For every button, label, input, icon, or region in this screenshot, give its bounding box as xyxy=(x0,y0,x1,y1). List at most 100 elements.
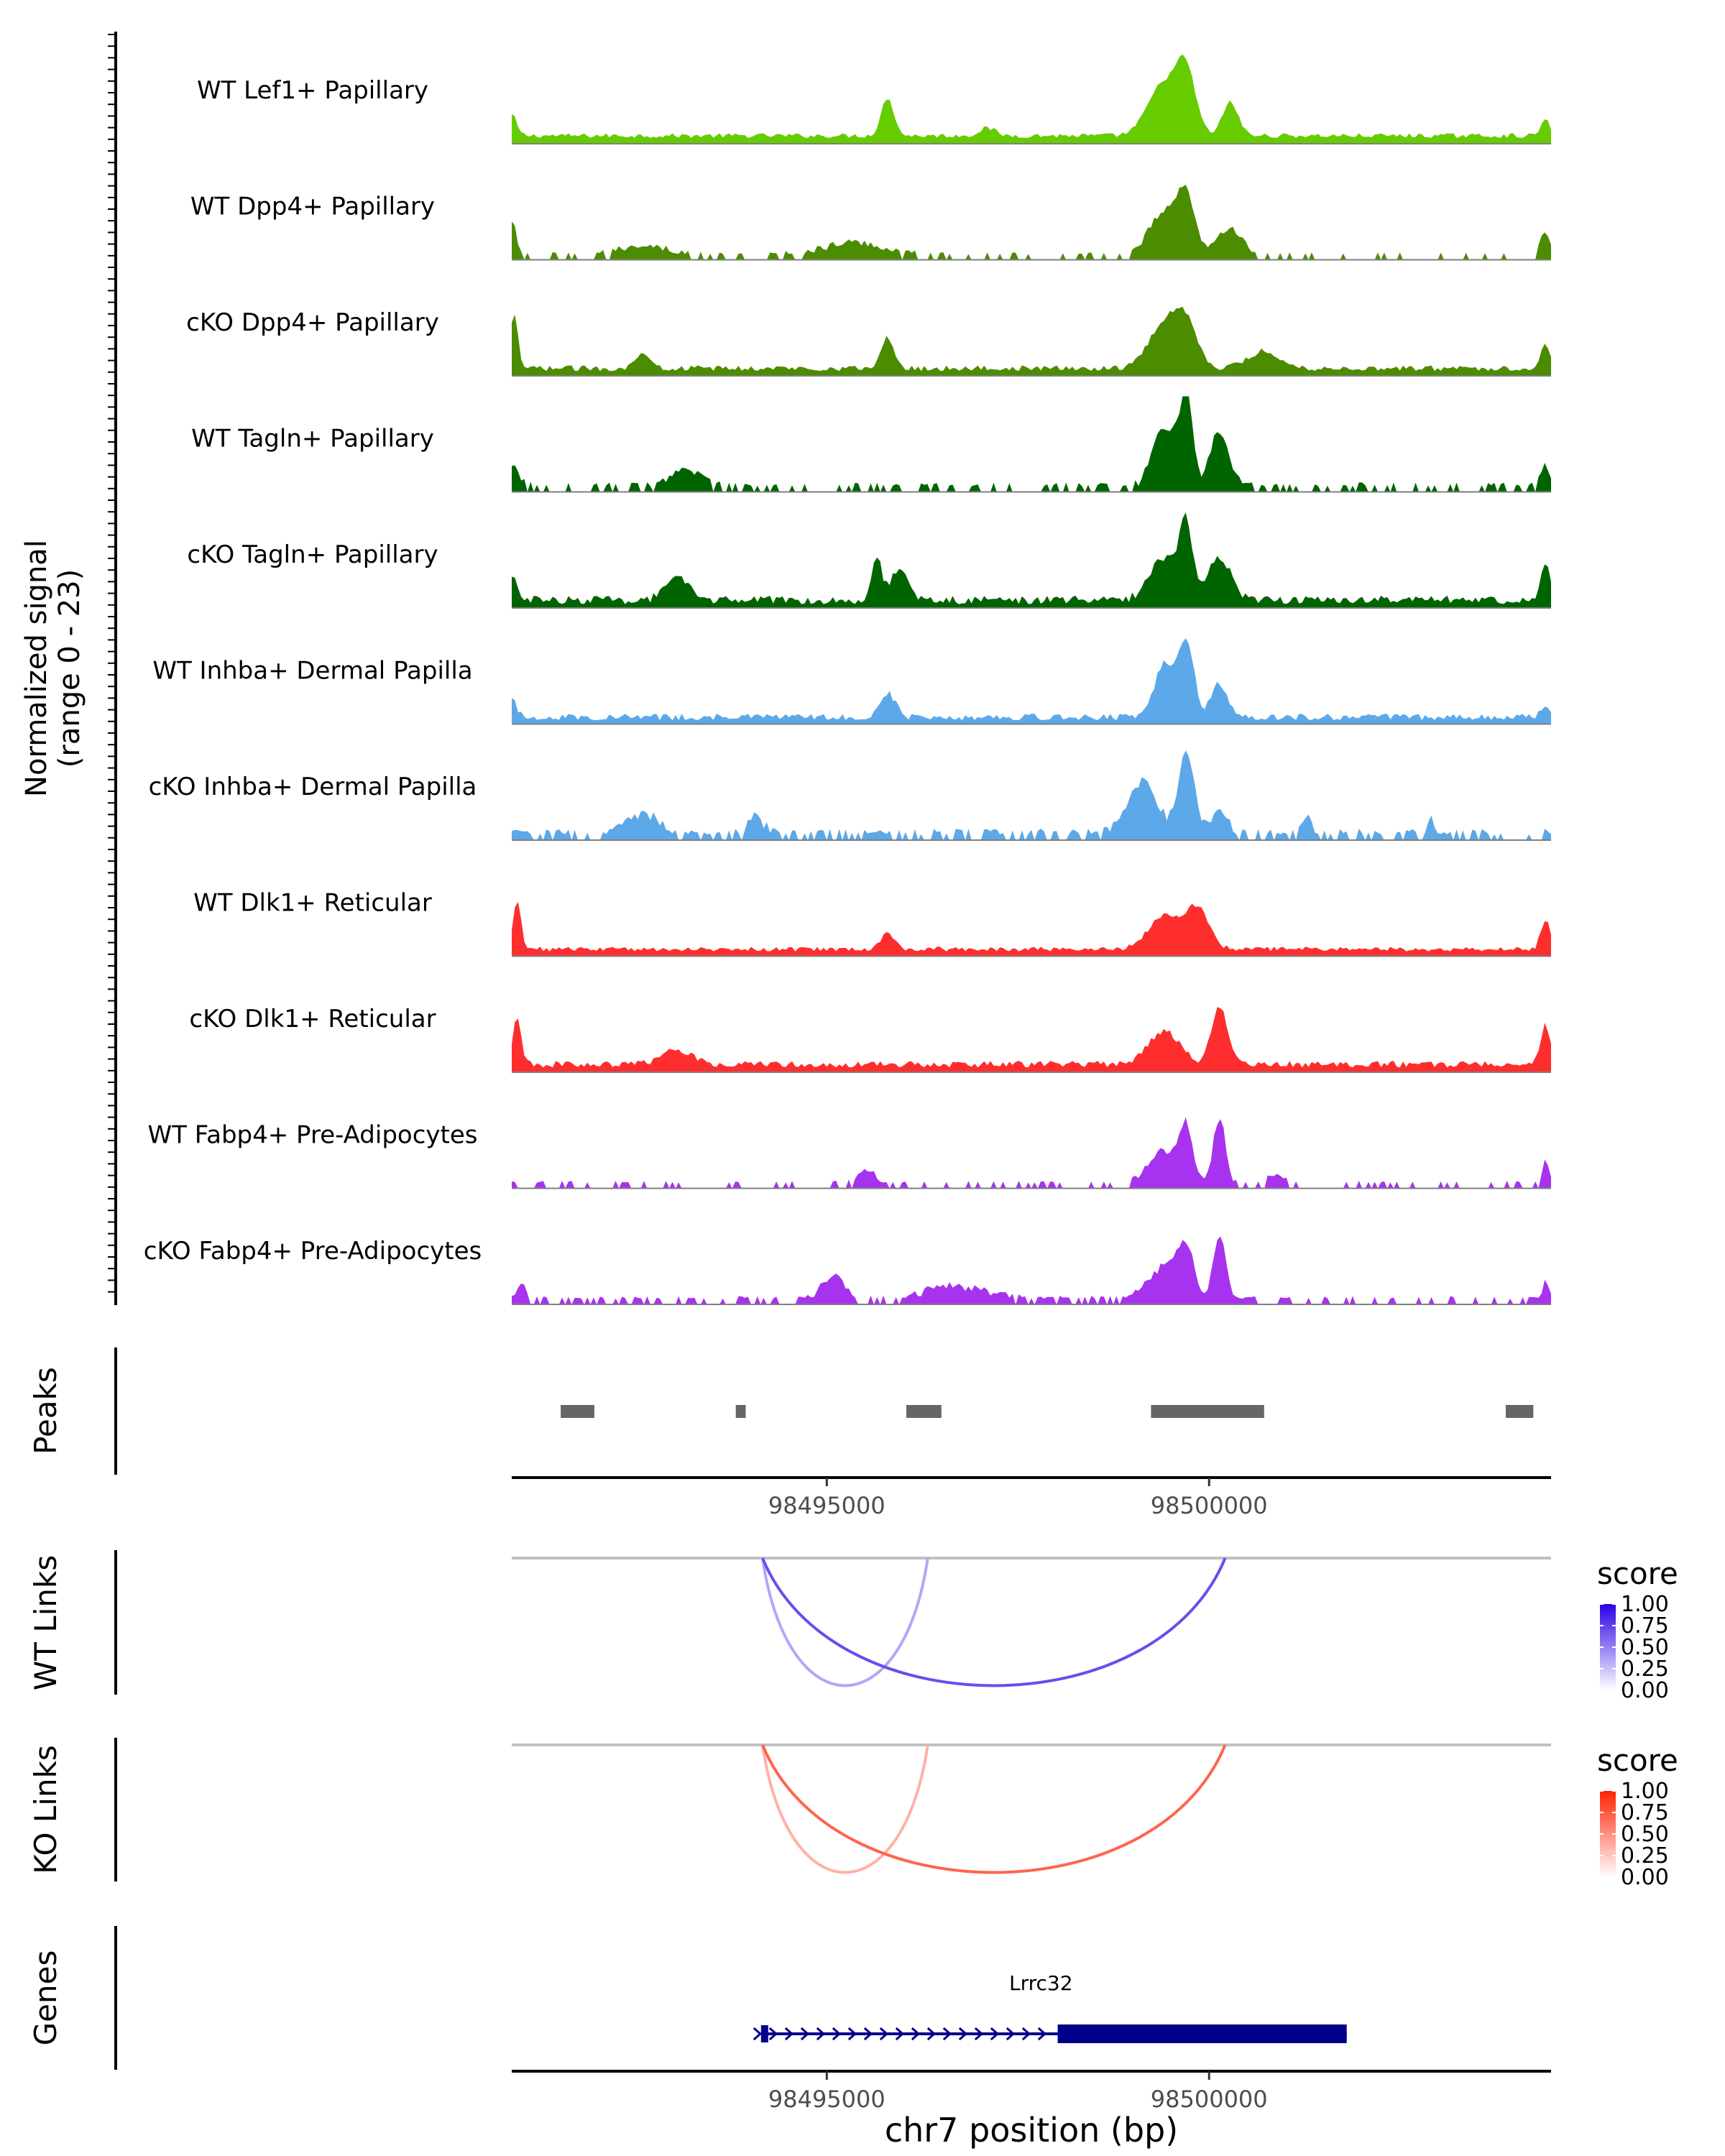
link-arc xyxy=(761,1744,1227,1874)
track-label: cKO Dpp4+ Papillary xyxy=(186,308,439,337)
peaks-x-axis: 98495000 98500000 xyxy=(768,1478,1268,1519)
wt-link-arcs xyxy=(760,1557,1227,1687)
gene-exon xyxy=(760,2025,768,2042)
legend-tick-label: 1.00 xyxy=(1621,1592,1669,1617)
legend-title: score xyxy=(1597,1743,1678,1778)
track-label: WT Dlk1+ Reticular xyxy=(193,889,432,918)
legend-tick-label: 0.50 xyxy=(1621,1635,1669,1660)
peaks-label: Peaks xyxy=(28,1367,63,1455)
strand-arrow xyxy=(768,2027,778,2041)
legend-colorbar xyxy=(1600,1791,1616,1877)
coverage-area xyxy=(512,1007,1551,1072)
coverage-area xyxy=(512,901,1551,957)
track-label: WT Dpp4+ Papillary xyxy=(190,193,435,221)
legend-tick-label: 0.25 xyxy=(1621,1657,1669,1682)
coverage-area xyxy=(512,512,1551,608)
coverage-area xyxy=(512,638,1551,724)
strand-arrow xyxy=(832,2027,842,2041)
x-axis-tick-label: 98495000 xyxy=(768,2086,886,2113)
ko-links-label: KO Links xyxy=(28,1745,63,1874)
strand-arrow xyxy=(800,2027,810,2041)
legend-tick-label: 0.75 xyxy=(1621,1613,1669,1639)
track-label: WT Inhba+ Dermal Papilla xyxy=(152,657,472,686)
coverage-track: cKO Fabp4+ Pre-Adipocytes xyxy=(144,1236,1551,1305)
coverage-area xyxy=(512,750,1551,840)
gene-name: Lrrc32 xyxy=(1009,1971,1073,1995)
coverage-track: WT Fabp4+ Pre-Adipocytes xyxy=(148,1117,1551,1189)
legend-colorbar xyxy=(1600,1604,1616,1690)
strand-arrow xyxy=(895,2027,905,2041)
coverage-track: WT Lef1+ Papillary xyxy=(197,54,1551,144)
legend-title: score xyxy=(1597,1556,1678,1591)
coverage-track: cKO Inhba+ Dermal Papilla xyxy=(149,750,1551,841)
strand-arrow xyxy=(1021,2027,1031,2041)
signal-axis-label-line1: Normalized signal xyxy=(20,540,53,797)
signal-axis-ticks xyxy=(108,34,116,1293)
coverage-area xyxy=(512,184,1551,260)
legend-tick-label: 0.00 xyxy=(1621,1865,1669,1890)
track-label: WT Tagln+ Papillary xyxy=(191,425,434,453)
legend-tick-label: 0.00 xyxy=(1621,1678,1669,1703)
link-arc xyxy=(760,1744,929,1874)
coverage-track: WT Dlk1+ Reticular xyxy=(193,889,1551,957)
strand-arrow xyxy=(958,2027,968,2041)
link-arc xyxy=(760,1557,929,1687)
strand-arrow xyxy=(942,2027,952,2041)
track-label: WT Fabp4+ Pre-Adipocytes xyxy=(148,1121,478,1150)
strand-arrow xyxy=(879,2027,889,2041)
coverage-track: cKO Dlk1+ Reticular xyxy=(189,1005,1551,1073)
x-axis-tick-label: 98500000 xyxy=(1151,2086,1268,2113)
coverage-track: cKO Dpp4+ Papillary xyxy=(186,306,1551,377)
strand-arrow xyxy=(911,2027,921,2041)
legend-tick-label: 1.00 xyxy=(1621,1779,1669,1804)
coverage-track: WT Inhba+ Dermal Papilla xyxy=(152,638,1551,725)
strand-arrow xyxy=(1006,2027,1016,2041)
strand-arrow xyxy=(753,2027,763,2041)
peak-interval xyxy=(1151,1405,1264,1418)
coverage-track: WT Dpp4+ Papillary xyxy=(190,184,1551,261)
track-label: cKO Fabp4+ Pre-Adipocytes xyxy=(144,1237,482,1266)
track-label: cKO Tagln+ Papillary xyxy=(187,540,438,569)
strand-arrow xyxy=(926,2027,937,2041)
strand-arrow xyxy=(847,2027,857,2041)
ko-link-arcs xyxy=(760,1744,1227,1874)
legend-tick-label: 0.50 xyxy=(1621,1822,1669,1847)
x-axis-title: chr7 position (bp) xyxy=(885,2111,1178,2150)
coverage-area xyxy=(512,306,1551,376)
coverage-area xyxy=(512,54,1551,144)
strand-arrow xyxy=(863,2027,873,2041)
coverage-area xyxy=(512,1117,1551,1189)
strand-arrow xyxy=(784,2027,794,2041)
peak-intervals xyxy=(561,1405,1534,1418)
legend-tick-label: 0.25 xyxy=(1621,1843,1669,1869)
track-label: cKO Dlk1+ Reticular xyxy=(189,1005,436,1033)
signal-axis-label: Normalized signal (range 0 - 23) xyxy=(20,540,86,797)
signal-axis-label-line2: (range 0 - 23) xyxy=(53,569,86,768)
genes-label: Genes xyxy=(28,1950,63,2046)
coverage-track: WT Tagln+ Papillary xyxy=(191,396,1551,493)
strand-arrow xyxy=(1037,2027,1047,2041)
gene-coding-block xyxy=(1057,2024,1347,2043)
track-label: WT Lef1+ Papillary xyxy=(197,76,428,105)
track-label: cKO Inhba+ Dermal Papilla xyxy=(149,773,477,801)
strand-arrow xyxy=(974,2027,984,2041)
strand-arrow xyxy=(990,2027,1000,2041)
coverage-tracks: WT Lef1+ Papillary WT Dpp4+ Papillary cKO … xyxy=(144,54,1551,1305)
x-axis-tick-label: 98495000 xyxy=(768,1492,886,1519)
x-axis-tick-label: 98500000 xyxy=(1151,1492,1268,1519)
peak-interval xyxy=(561,1405,594,1418)
gene-models: Lrrc32 xyxy=(753,1971,1347,2043)
legend-tick-label: 0.75 xyxy=(1621,1800,1669,1825)
wt-links-label: WT Links xyxy=(28,1555,63,1690)
peak-interval xyxy=(1506,1405,1534,1418)
coverage-track: cKO Tagln+ Papillary xyxy=(187,512,1551,609)
peak-interval xyxy=(906,1405,942,1418)
strand-arrow xyxy=(816,2027,826,2041)
genes-x-axis: 98495000 98500000 xyxy=(768,2071,1268,2113)
peak-interval xyxy=(735,1405,746,1418)
link-arc xyxy=(761,1557,1227,1687)
